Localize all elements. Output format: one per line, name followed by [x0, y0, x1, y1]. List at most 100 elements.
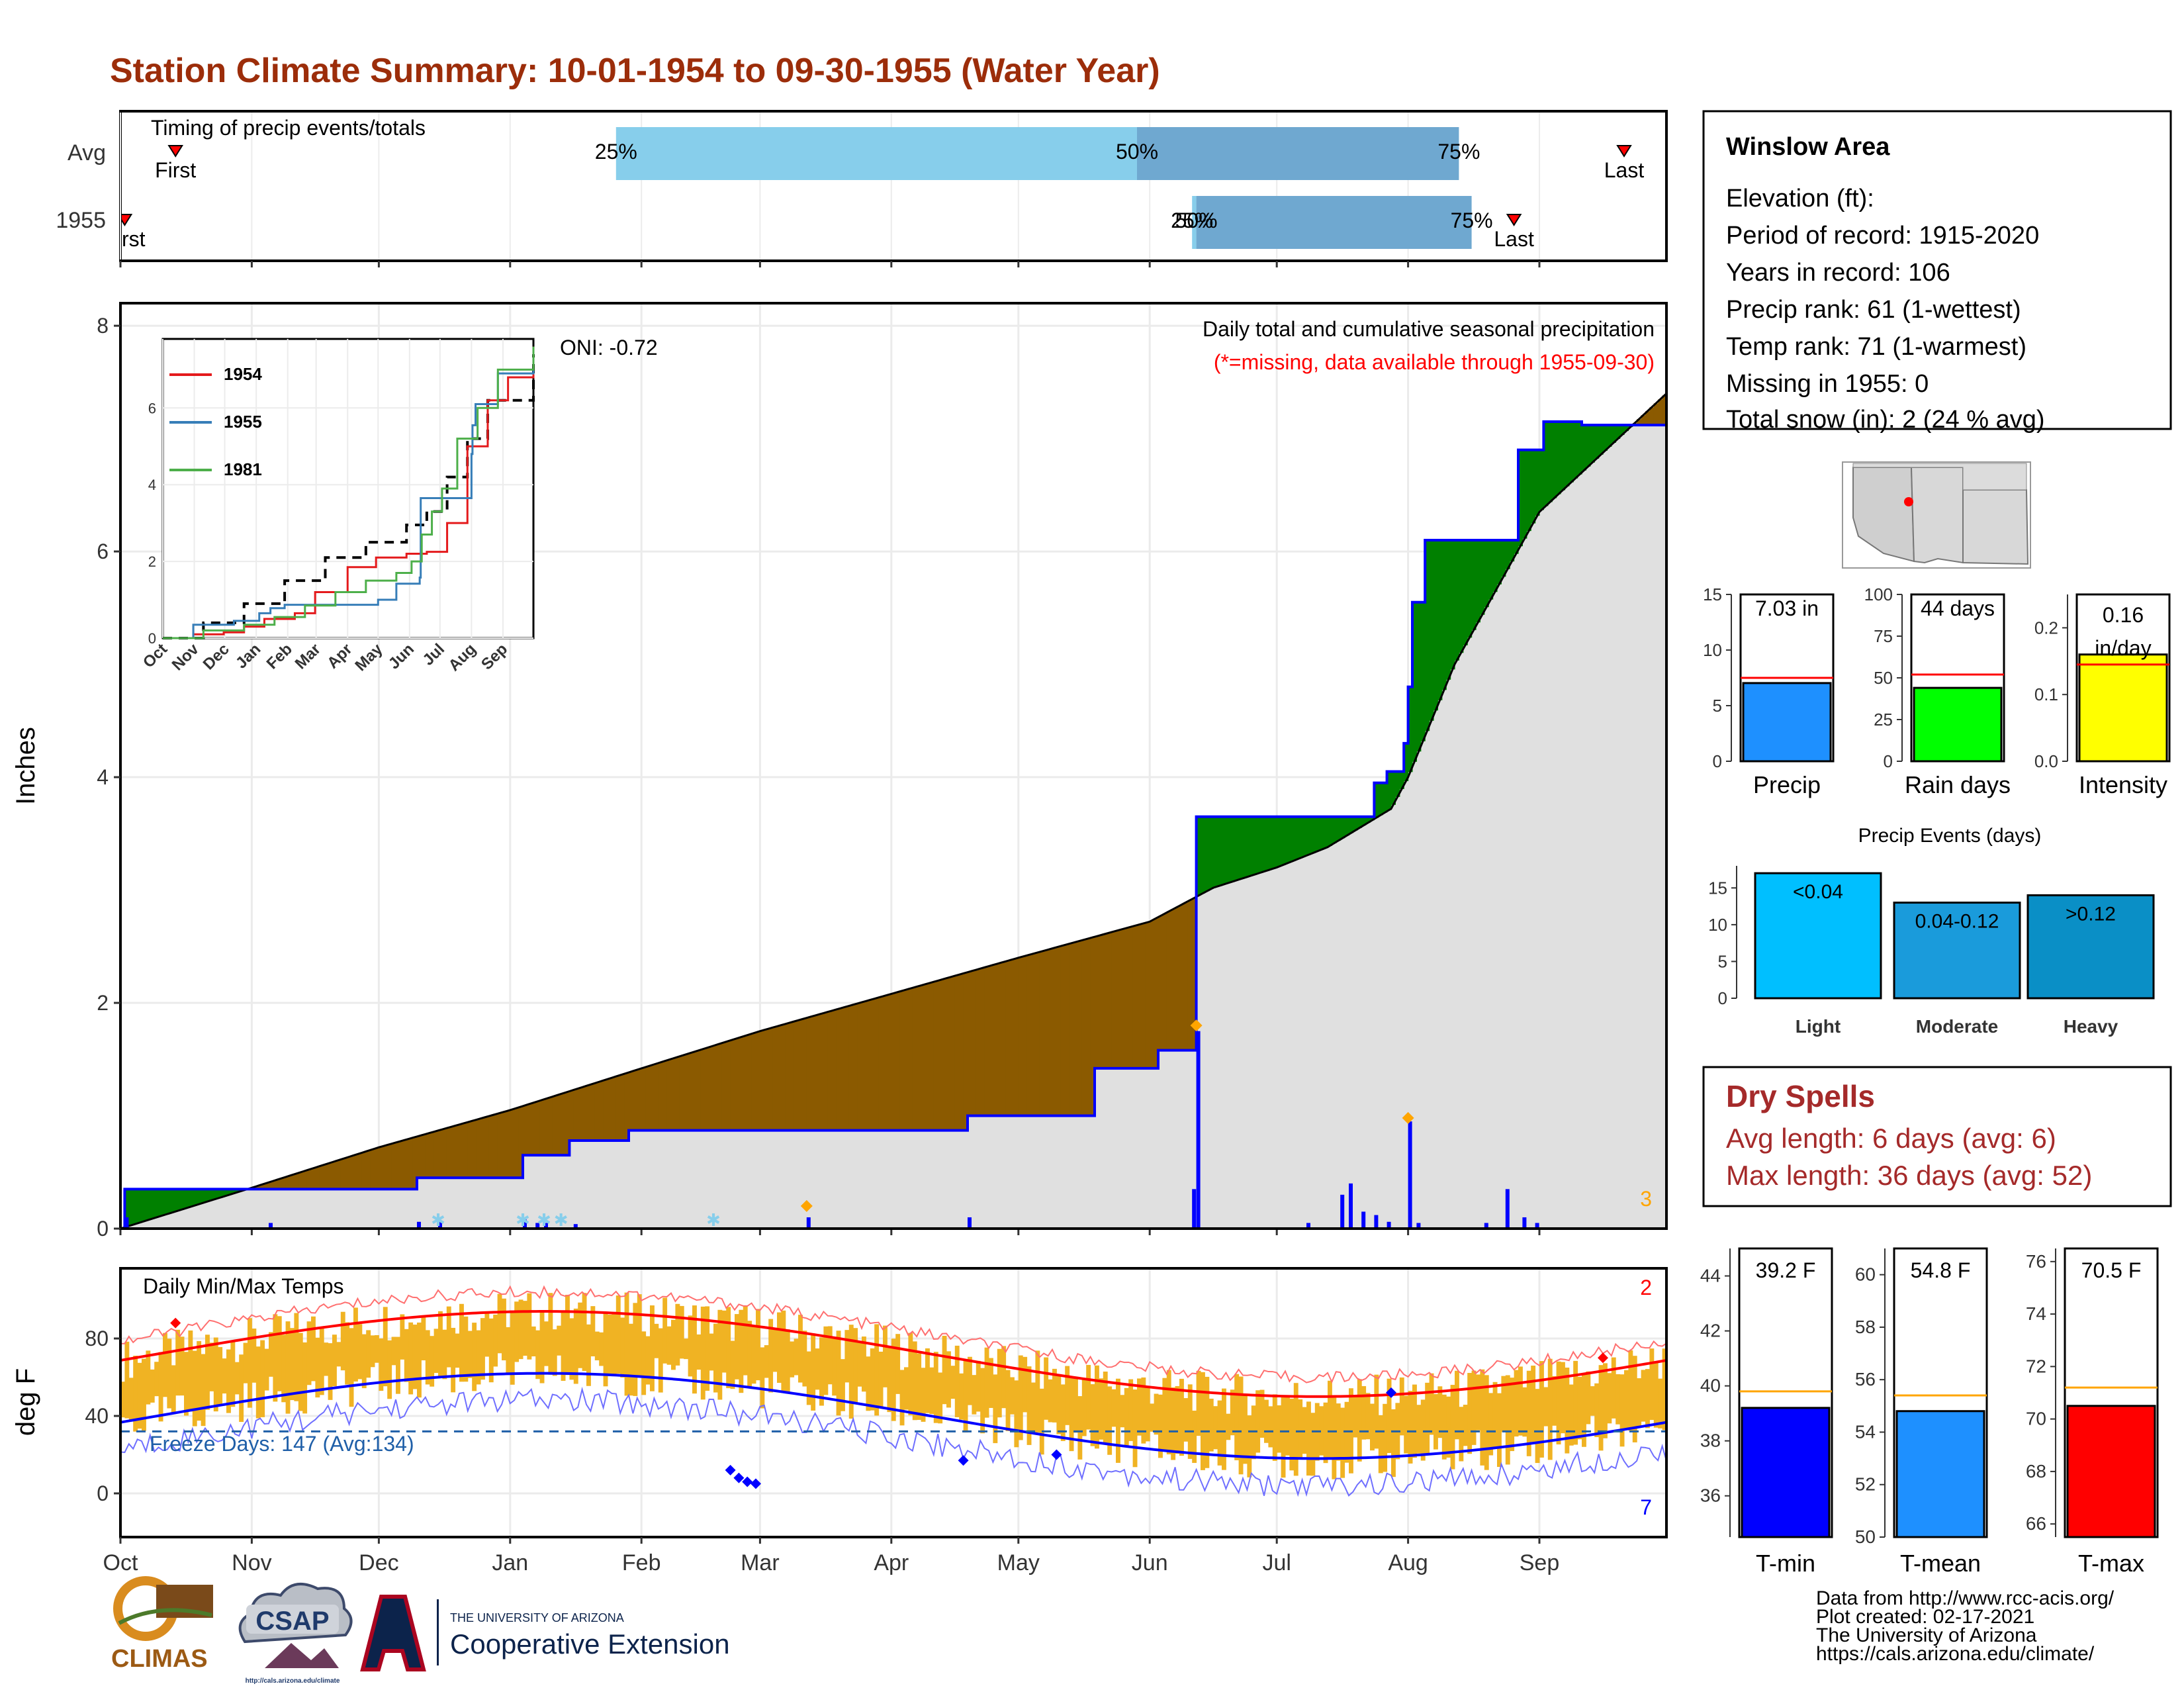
precip-deficit-bar [366, 1150, 371, 1190]
daily-temp-range-bar [531, 1326, 536, 1357]
daily-temp-range-bar [1459, 1407, 1464, 1462]
daily-temp-range-bar [1217, 1400, 1222, 1466]
daily-temp-range-bar [984, 1347, 989, 1418]
precip-deficit-bar [1141, 923, 1146, 1068]
precip-deficit-bar [425, 1133, 430, 1178]
temp-t-mean-bar [1895, 1410, 1985, 1538]
precip-deficit-bar [950, 976, 956, 1131]
temp-t-mean-tick-label: 52 [1855, 1474, 1876, 1495]
daily-temp-range-bar [1408, 1391, 1413, 1464]
precip-surplus-bar [175, 1189, 181, 1211]
daily-temp-range-bar [1365, 1393, 1371, 1440]
daily-temp-range-bar [895, 1334, 901, 1394]
daily-temp-range-bar [1446, 1396, 1451, 1458]
daily-temp-range-bar [1124, 1387, 1129, 1446]
timing-pct-25-1955: 25% [1171, 209, 1213, 232]
daily-temp-range-bar [569, 1318, 574, 1380]
daily-temp-range-bar [192, 1350, 197, 1427]
daily-temp-range-bar [662, 1297, 668, 1364]
daily-temp-range-bar [1107, 1386, 1113, 1455]
daily-precip-bar [1387, 1221, 1391, 1229]
record-low-marker [733, 1472, 745, 1483]
precip-deficit-bar [904, 990, 909, 1131]
daily-temp-range-bar [493, 1315, 498, 1367]
precip-deficit-bar [832, 1009, 837, 1131]
precip-deficit-bar [853, 1004, 858, 1131]
daily-temp-range-bar [154, 1362, 159, 1397]
daily-temp-range-bar [506, 1327, 511, 1374]
daily-temp-range-bar [361, 1334, 367, 1389]
daily-temp-range-bar [264, 1348, 269, 1391]
average-min-line [122, 1372, 1665, 1460]
daily-temp-range-bar [1162, 1378, 1167, 1451]
temp-ytick-label: 40 [85, 1404, 109, 1428]
precip-deficit-bar [726, 1041, 731, 1131]
precip-deficit-bar [421, 1135, 426, 1178]
precip-surplus-bar [1255, 816, 1261, 874]
precip-deficit-bar [1090, 937, 1095, 1116]
timing-marker-last-avg [1616, 145, 1632, 158]
daily-temp-range-bar [188, 1330, 193, 1412]
temp-panel: 0 40 80 deg F Daily Min/Max Temps Freeze D… [11, 1267, 1668, 1575]
daily-temp-range-bar [349, 1328, 354, 1407]
precip-surplus-bar [188, 1189, 193, 1207]
precip-surplus-bar [1259, 816, 1265, 872]
precip-surplus-bar [1615, 425, 1621, 440]
daily-temp-range-bar [417, 1322, 422, 1398]
daily-temp-range-bar [1319, 1406, 1324, 1456]
daily-temp-range-bar [1492, 1382, 1498, 1447]
precip-deficit-bar [1107, 932, 1113, 1068]
temperature-bar-charts: 36 38 40 42 44 T-min 39.2 F 50 52 54 56 58 60 T-mean 5… [1700, 1247, 2159, 1577]
summary-value-0: 7.03 in [1755, 596, 1819, 620]
precip-deficit-bar [1086, 938, 1091, 1116]
precip-deficit-bar [544, 1098, 549, 1156]
daily-temp-range-bar [764, 1345, 769, 1378]
precip-deficit-bar [696, 1050, 702, 1131]
daily-temp-range-bar [1611, 1357, 1616, 1419]
daily-temp-range-bar [658, 1328, 663, 1393]
daily-temp-range-bar [857, 1341, 862, 1387]
precip-ytick-label: 8 [97, 314, 109, 338]
inset-legend-label-1955: 1955 [224, 412, 262, 432]
precip-surplus-bar [1353, 816, 1358, 831]
precip-surplus-bar [158, 1189, 163, 1217]
precip-deficit-bar [790, 1022, 795, 1131]
temp-label: Daily Min/Max Temps [143, 1274, 343, 1298]
record-high-marker [170, 1317, 181, 1329]
daily-temp-range-bar [1268, 1406, 1273, 1448]
record-low-marker [751, 1478, 761, 1489]
precip-deficit-bar [1183, 902, 1189, 1051]
precip-surplus-bar [1433, 540, 1438, 711]
precip-deficit-bar [1035, 952, 1040, 1116]
daily-precip-bar [1408, 1121, 1412, 1229]
summary-intensity-tick-label: 0.2 [2034, 618, 2058, 637]
precip-deficit-bar [989, 965, 993, 1116]
daily-precip-bar [1505, 1189, 1510, 1229]
precip-deficit-bar [827, 1011, 833, 1131]
precip-panel-frame [119, 302, 1668, 1230]
timing-marker-last-1955 [1506, 214, 1522, 226]
precip-surplus-bar [1222, 816, 1226, 885]
precip-deficit-bar [1192, 898, 1197, 1051]
events-range-light: <0.04 [1793, 881, 1843, 903]
precip-surplus-bar [1556, 422, 1561, 494]
precip-surplus-bar [1319, 816, 1324, 850]
daily-temp-range-bar [1264, 1399, 1269, 1443]
daily-temp-range-bar [785, 1329, 790, 1393]
precip-surplus-bar [1336, 816, 1341, 841]
temp-t-mean-tick-label: 60 [1855, 1264, 1876, 1285]
daily-temp-range-bar [1060, 1384, 1066, 1441]
precip-deficit-bar [650, 1064, 655, 1131]
precip-deficit-bar [599, 1081, 604, 1141]
daily-temp-range-bar [146, 1350, 151, 1405]
precip-deficit-bar [1103, 933, 1108, 1068]
precip-surplus-bar [234, 1189, 240, 1193]
daily-precip-bar [1361, 1211, 1366, 1229]
daily-temp-range-bar [938, 1372, 943, 1424]
daily-temp-range-bar [603, 1312, 608, 1387]
precip-ytick-label: 4 [97, 765, 109, 789]
inset-legend-label-1981: 1981 [224, 459, 262, 479]
precip-deficit-bar [336, 1160, 341, 1190]
daily-temp-range-bar [230, 1341, 236, 1407]
precip-deficit-bar [1039, 951, 1044, 1116]
